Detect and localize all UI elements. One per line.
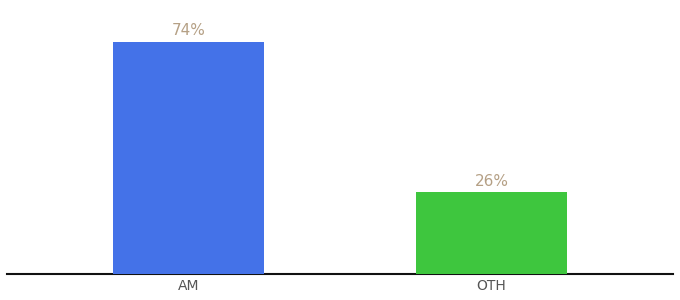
Bar — [415, 192, 567, 274]
Text: 74%: 74% — [171, 23, 205, 38]
Text: 26%: 26% — [475, 174, 509, 189]
Bar — [113, 41, 265, 274]
